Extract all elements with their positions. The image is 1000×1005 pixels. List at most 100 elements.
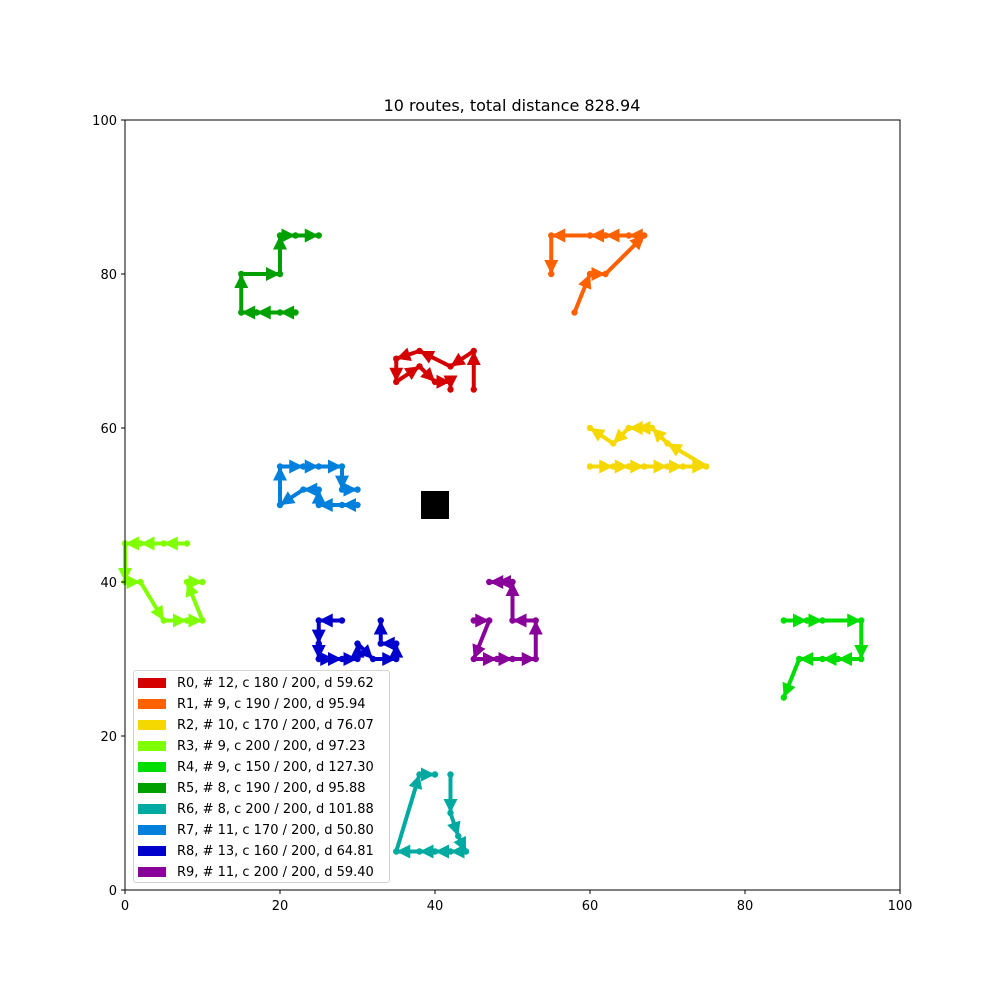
customer-point [338, 501, 346, 509]
legend-swatch [138, 867, 166, 877]
customer-point [586, 270, 594, 278]
customer-point [338, 463, 346, 470]
customer-point [338, 655, 346, 663]
route-0-arrow [449, 349, 475, 369]
customer-point [416, 363, 423, 370]
customer-point [447, 809, 454, 817]
customer-point [416, 771, 423, 778]
route-1 [544, 228, 648, 316]
customer-point [183, 578, 191, 586]
customer-point [393, 655, 400, 663]
legend-swatch [138, 678, 166, 688]
legend-entry-0: R0, # 12, c 180 / 200, d 59.62 [138, 674, 374, 692]
customer-point [470, 347, 477, 355]
customer-point [377, 640, 384, 647]
route-7 [273, 459, 361, 512]
route-6-arrow [447, 812, 461, 837]
customer-point [648, 424, 656, 432]
customer-point [315, 655, 322, 663]
customer-point [276, 309, 284, 316]
customer-point [532, 655, 539, 663]
customer-point [276, 270, 284, 278]
customer-point [858, 617, 865, 624]
legend-label: R6, # 8, c 200 / 200, d 101.88 [177, 801, 374, 817]
route-0-arrow [395, 364, 421, 384]
route-9-arrow [471, 619, 492, 660]
route-1-arrow [572, 273, 592, 314]
customer-point [679, 463, 687, 470]
customer-point [493, 655, 501, 663]
y-tick-label: 80 [100, 268, 117, 283]
customer-point [447, 848, 454, 855]
legend-label: R9, # 11, c 200 / 200, d 59.40 [177, 864, 374, 880]
legend-swatch [138, 762, 166, 772]
legend-entry-7: R7, # 11, c 170 / 200, d 50.80 [138, 821, 374, 839]
legend-entry-1: R1, # 9, c 190 / 200, d 95.94 [138, 695, 366, 713]
customer-point [292, 309, 299, 316]
customer-point [602, 270, 609, 278]
legend-entry-9: R9, # 11, c 200 / 200, d 59.40 [138, 863, 374, 881]
customer-point [137, 540, 144, 547]
legend-label: R2, # 10, c 170 / 200, d 76.07 [177, 717, 374, 733]
route-0-arrow [418, 349, 452, 369]
customer-point [338, 617, 346, 624]
x-tick-label: 80 [737, 899, 754, 914]
y-tick-label: 60 [100, 422, 117, 437]
route-9 [470, 575, 543, 666]
customer-point [447, 363, 454, 370]
plot-frame [124, 119, 901, 891]
customer-point [276, 232, 284, 239]
y-axis-ticks: 0 20 40 60 80 100 [92, 114, 125, 899]
customer-point [586, 463, 594, 470]
y-tick-label: 100 [92, 114, 117, 129]
legend-label: R7, # 11, c 170 / 200, d 50.80 [177, 822, 374, 838]
legend-entry-2: R2, # 10, c 170 / 200, d 76.07 [138, 716, 374, 734]
customer-point [331, 655, 338, 663]
customer-point [819, 617, 826, 624]
customer-point [571, 309, 578, 316]
customer-point [354, 640, 361, 647]
customer-point [447, 386, 454, 393]
customer-point [393, 848, 400, 855]
customer-point [586, 424, 594, 432]
customer-point [253, 309, 260, 316]
customer-point [315, 463, 322, 470]
customer-point [393, 378, 400, 385]
customer-point [416, 848, 423, 855]
customer-point [664, 463, 671, 470]
customer-point [548, 270, 555, 278]
customer-point [470, 617, 477, 624]
customer-point [315, 640, 322, 647]
legend-entry-8: R8, # 13, c 160 / 200, d 64.81 [138, 842, 374, 860]
legend-entry-6: R6, # 8, c 200 / 200, d 101.88 [138, 800, 374, 818]
customer-point [625, 232, 632, 239]
customer-point [183, 540, 191, 547]
route-8-arrow [356, 642, 375, 661]
customer-point [780, 694, 787, 701]
customer-point [447, 378, 454, 385]
customer-point [238, 270, 245, 278]
customer-point [238, 309, 245, 316]
customer-point [183, 617, 191, 624]
legend-label: R8, # 13, c 160 / 200, d 64.81 [177, 843, 374, 859]
legend-entry-4: R4, # 9, c 150 / 200, d 127.30 [138, 758, 374, 776]
customer-point [548, 232, 555, 239]
legend-swatch [138, 783, 166, 793]
chart-title: 10 routes, total distance 828.94 [384, 96, 641, 115]
route-6-arrow [394, 773, 423, 853]
customer-point [462, 848, 470, 855]
customer-point [819, 655, 826, 663]
customer-point [803, 617, 811, 624]
route-2-arrow [611, 426, 631, 445]
customer-point [447, 771, 454, 778]
customer-point [199, 578, 206, 586]
customer-point [338, 486, 346, 493]
route-3-arrow [138, 580, 166, 622]
customer-point [416, 347, 423, 355]
customer-point [532, 617, 539, 624]
customer-point [431, 848, 439, 855]
legend-entry-5: R5, # 8, c 190 / 200, d 95.88 [138, 779, 366, 797]
customer-point [300, 463, 307, 470]
legend: R0, # 12, c 180 / 200, d 59.62 R1, # 9, c… [133, 670, 390, 883]
x-axis-ticks: 0 20 40 60 80 100 [121, 890, 912, 914]
